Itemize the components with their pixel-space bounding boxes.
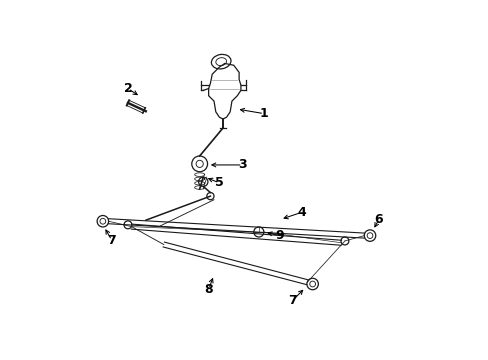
Text: 7: 7: [288, 294, 297, 307]
Text: 1: 1: [259, 107, 268, 120]
Text: 4: 4: [297, 206, 305, 219]
Text: 9: 9: [275, 229, 284, 242]
Text: 6: 6: [374, 213, 383, 226]
Text: 3: 3: [238, 158, 246, 171]
Text: 7: 7: [107, 234, 116, 247]
Text: 5: 5: [215, 176, 224, 189]
Text: 2: 2: [123, 82, 132, 95]
Text: 8: 8: [204, 283, 212, 296]
